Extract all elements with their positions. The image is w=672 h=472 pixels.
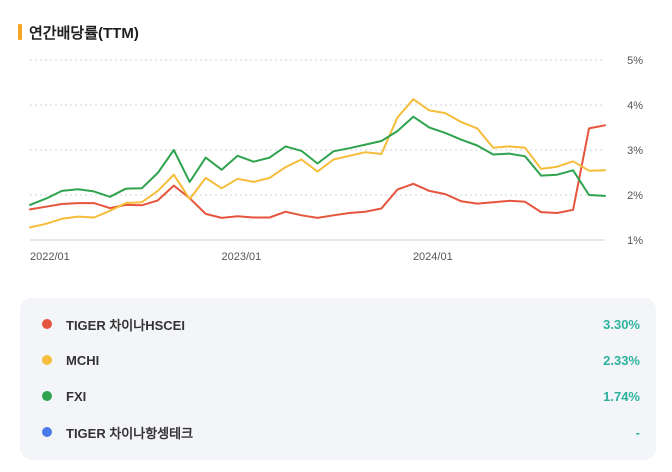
- legend-panel: TIGER 차이나HSCEI 3.30% MCHI 2.33% FXI 1.74…: [20, 298, 656, 460]
- legend-item-mchi[interactable]: MCHI 2.33%: [20, 342, 656, 378]
- legend-name: MCHI: [66, 352, 100, 368]
- chart-title: 연간배당률(TTM): [29, 24, 139, 42]
- chart-header: 연간배당률(TTM): [18, 22, 139, 42]
- legend-item-fxi[interactable]: FXI 1.74%: [20, 378, 656, 414]
- x-tick-label: 2023/01: [221, 251, 261, 263]
- y-tick-label: 5%: [627, 55, 643, 67]
- legend-item-tiger-hangseng-tech[interactable]: TIGER 차이나항셍테크 -: [20, 414, 656, 450]
- legend-value: 1.74%: [603, 388, 640, 404]
- y-tick-label: 2%: [627, 190, 643, 202]
- series-line-1: [29, 98, 606, 229]
- legend-dot-tiger-hangseng-tech: [42, 427, 52, 437]
- accent-bar: [18, 24, 22, 40]
- legend-value: 3.30%: [603, 316, 640, 332]
- legend-name: TIGER 차이나HSCEI: [66, 317, 185, 333]
- legend-dot-fxi: [42, 391, 52, 401]
- legend-value: 2.33%: [603, 352, 640, 368]
- legend-value: -: [635, 424, 640, 440]
- legend-name: FXI: [66, 388, 87, 404]
- series-line-2: [29, 115, 606, 206]
- y-tick-label: 1%: [627, 235, 643, 247]
- legend-name: TIGER 차이나항셍테크: [66, 425, 194, 441]
- legend-item-tiger-hscei[interactable]: TIGER 차이나HSCEI 3.30%: [20, 306, 656, 342]
- y-tick-label: 4%: [627, 100, 643, 112]
- x-tick-label: 2022/01: [30, 251, 70, 263]
- dividend-yield-chart: 1% 2% 3% 4% 5% 2022/01 2023/01 2024/01: [29, 55, 643, 263]
- y-tick-label: 3%: [627, 145, 643, 157]
- series-line-0: [29, 124, 606, 219]
- legend-dot-tiger-hscei: [42, 319, 52, 329]
- legend-dot-mchi: [42, 355, 52, 365]
- x-tick-label: 2024/01: [413, 251, 453, 263]
